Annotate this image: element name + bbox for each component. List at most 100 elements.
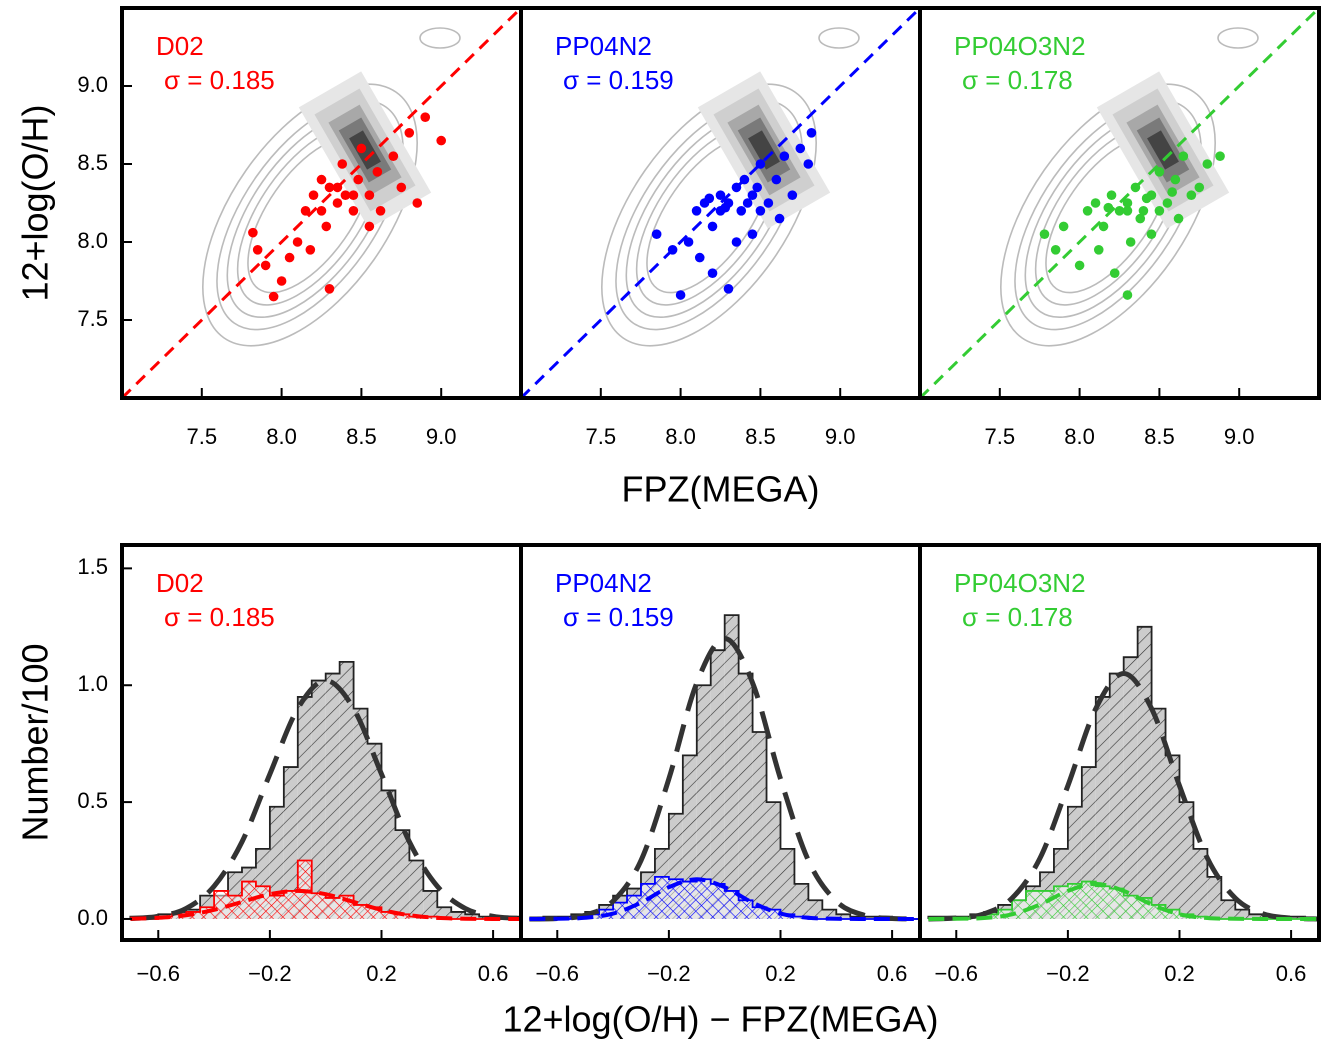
sigma-label: σ = 0.159 [563, 65, 674, 95]
gaussian-fit [928, 671, 1319, 922]
data-point [707, 268, 718, 279]
data-point [1098, 221, 1109, 232]
data-point [1215, 151, 1225, 161]
histogram-bar [738, 900, 753, 919]
data-point [364, 190, 375, 200]
histogram-bar [794, 916, 809, 919]
y-tick-label: 8.5 [77, 150, 108, 175]
sigma-label: σ = 0.185 [164, 65, 275, 95]
histogram-bar [864, 916, 879, 919]
density-contour [419, 27, 461, 49]
histogram-bar [423, 916, 438, 919]
histogram-bar [1165, 909, 1180, 919]
data-point [1106, 190, 1117, 200]
data-point [348, 206, 359, 216]
method-label: PP04N2 [555, 31, 652, 61]
x-tick-label: 8.0 [665, 424, 696, 449]
data-point [1082, 206, 1093, 216]
panel [927, 625, 1319, 922]
data-point [1093, 245, 1104, 255]
gaussian-fit [928, 881, 1319, 921]
method-label: D02 [156, 568, 204, 598]
y-tick-label: 8.0 [77, 228, 108, 253]
histogram-bar [1137, 626, 1152, 919]
x-tick-label: 0.2 [1164, 961, 1195, 986]
data-point [337, 159, 348, 169]
method-label: PP04O3N2 [954, 31, 1086, 61]
histogram-bar [367, 743, 382, 919]
data-point [683, 237, 694, 247]
data-point [364, 221, 375, 232]
data-point [1173, 213, 1184, 224]
histogram-bar [766, 802, 781, 919]
gaussian-fit [529, 635, 920, 922]
x-tick-label: −0.6 [935, 961, 978, 986]
x-axis-title: 12+log(O/H) − FPZ(MEGA) [502, 999, 938, 1040]
histogram-bar [214, 890, 229, 919]
histogram-bar [682, 881, 697, 919]
histogram-bar [654, 876, 669, 919]
histogram-bar [1123, 895, 1138, 919]
y-tick-label: 7.5 [77, 306, 108, 331]
x-tick-label: 0.6 [877, 961, 908, 986]
histogram-bar [381, 911, 396, 919]
histogram-bar [780, 848, 795, 919]
histogram-bar [1026, 890, 1040, 919]
data-point [742, 198, 753, 208]
data-point [806, 128, 817, 138]
method-label: PP04O3N2 [954, 568, 1086, 598]
data-point [324, 182, 335, 193]
data-point [252, 245, 263, 255]
histogram-bar [325, 897, 340, 919]
histogram-bar [1193, 848, 1208, 919]
histogram-bar [724, 890, 739, 919]
data-point [353, 174, 364, 185]
panel [521, 8, 920, 398]
data-point [375, 206, 386, 216]
histogram-bar [395, 914, 410, 919]
data-point [1058, 221, 1069, 232]
data-point [667, 245, 678, 255]
data-point [723, 284, 734, 294]
histogram-bar [1095, 886, 1110, 919]
data-point [707, 221, 718, 232]
method-label: PP04N2 [555, 568, 652, 598]
gaussian-fit [529, 877, 920, 921]
histogram-bar [255, 886, 270, 919]
data-point [388, 151, 399, 161]
data-point [1202, 159, 1213, 169]
histogram-bar [269, 895, 284, 919]
method-label: D02 [156, 31, 204, 61]
data-point [332, 182, 343, 193]
histogram-bar [696, 685, 711, 919]
data-point [691, 206, 702, 216]
data-point [731, 182, 742, 193]
x-tick-label: 0.2 [366, 961, 397, 986]
data-point [1122, 206, 1133, 216]
x-tick-label: 9.0 [426, 424, 457, 449]
data-point [1109, 268, 1120, 279]
panel [920, 8, 1319, 398]
histogram-bar [1221, 900, 1236, 919]
data-point [404, 128, 415, 138]
x-tick-label: −0.6 [536, 961, 579, 986]
data-point [771, 174, 782, 185]
data-point [1194, 182, 1205, 193]
histogram-bar [1039, 890, 1054, 919]
data-point [436, 135, 447, 146]
histogram-bar [766, 909, 781, 919]
density-contour [818, 27, 860, 49]
sigma-label: σ = 0.178 [962, 602, 1073, 632]
data-point [292, 237, 303, 247]
x-tick-label: 8.0 [266, 424, 297, 449]
data-point [340, 190, 351, 200]
data-point [268, 291, 279, 302]
histogram-bar [1207, 876, 1222, 919]
data-point [356, 143, 367, 154]
data-point [779, 151, 790, 161]
data-point [332, 198, 343, 208]
data-point [321, 221, 332, 232]
data-point [1103, 202, 1114, 213]
data-point [755, 206, 766, 216]
